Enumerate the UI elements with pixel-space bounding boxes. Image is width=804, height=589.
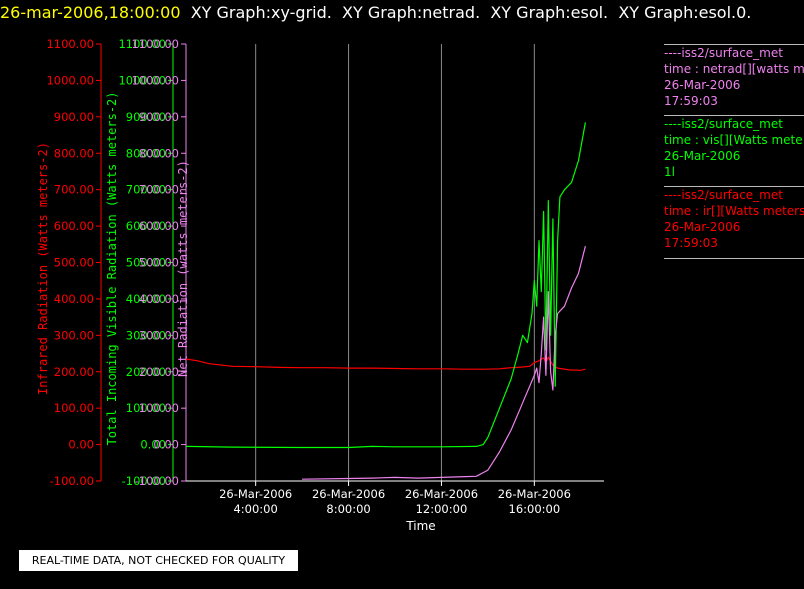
y-tick-label: 100.00 [126, 401, 166, 415]
y-tick-label: 800.00 [126, 146, 166, 160]
y-tick-label: 200.00 [126, 365, 166, 379]
y-tick-label: 500.00 [126, 256, 166, 270]
y-tick-label: -100.00 [135, 474, 179, 488]
y-tick-label: 800.00 [139, 146, 179, 160]
y-tick-label: 100.00 [139, 401, 179, 415]
y-tick-label: 1000.00 [131, 73, 179, 87]
y-tick-label: 100.00 [54, 401, 94, 415]
y-tick-label: 600.00 [139, 219, 179, 233]
y-tick-label: 0.00 [140, 438, 166, 452]
y-tick-label: 800.00 [54, 146, 94, 160]
y-tick-label: 0.00 [68, 438, 94, 452]
x-axis-title: Time [405, 519, 435, 533]
x-tick-label-time: 12:00:00 [416, 502, 468, 516]
legend-variable: time : vis[][Watts mete [664, 133, 803, 147]
header: 26-mar-2006,18:00:00 XY Graph:xy-grid. X… [0, 2, 751, 26]
y-tick-label: 400.00 [139, 292, 179, 306]
legend-date: 26-Mar-2006 [664, 78, 741, 92]
y-tick-label: 1100.00 [131, 37, 179, 51]
y-tick-label: 300.00 [54, 328, 94, 342]
y-tick-label: 0.00 [153, 438, 179, 452]
y-axis-title: Net Radiation (watts meters-2) [176, 160, 190, 377]
legend-time: 17:59:03 [664, 94, 718, 108]
y-tick-label: 700.00 [126, 183, 166, 197]
series-line [185, 356, 586, 371]
legend-entry-vis[interactable]: ----iss2/surface_met time : vis[][Watts … [664, 115, 804, 180]
y-tick-label: 1100.00 [118, 37, 166, 51]
x-tick-label-date: 26-Mar-2006 [312, 487, 385, 501]
legend-date: 26-Mar-2006 [664, 149, 741, 163]
y-tick-label: 1100.00 [46, 37, 94, 51]
y-tick-label: 1000.00 [118, 73, 166, 87]
legend-time: 1l [664, 165, 675, 179]
x-tick-label-date: 26-Mar-2006 [219, 487, 292, 501]
y-tick-label: 900.00 [126, 110, 166, 124]
legend-time: 17:59:03 [664, 236, 718, 250]
legend-entry-ir[interactable]: ----iss2/surface_met time : ir[][Watts m… [664, 186, 804, 259]
header-title-esol[interactable]: XY Graph:esol. [490, 3, 609, 22]
y-axis-title: Infrared Radiation (Watts meters-2) [36, 142, 50, 395]
y-tick-label: 900.00 [139, 110, 179, 124]
x-tick-label-date: 26-Mar-2006 [405, 487, 478, 501]
y-tick-label: 900.00 [54, 110, 94, 124]
x-tick-label-time: 8:00:00 [326, 502, 370, 516]
series-line [302, 245, 586, 480]
y-tick-label: 700.00 [54, 183, 94, 197]
y-tick-label: 700.00 [139, 183, 179, 197]
y-tick-label: 400.00 [54, 292, 94, 306]
header-title-xy-grid[interactable]: XY Graph:xy-grid. [190, 3, 332, 22]
legend-date: 26-Mar-2006 [664, 220, 741, 234]
y-tick-label: 600.00 [54, 219, 94, 233]
y-tick-label: -100.00 [122, 474, 166, 488]
y-axis-title: Total Incoming Visible Radiation (Watts … [105, 91, 119, 445]
y-tick-label: -100.00 [50, 474, 94, 488]
legend-entry-netrad[interactable]: ----iss2/surface_met time : netrad[][wat… [664, 44, 804, 109]
y-tick-label: 500.00 [139, 256, 179, 270]
x-tick-label-date: 26-Mar-2006 [498, 487, 571, 501]
y-tick-label: 200.00 [54, 365, 94, 379]
header-timestamp: 26-mar-2006,18:00:00 [0, 3, 181, 22]
y-tick-label: 200.00 [139, 365, 179, 379]
x-tick-label-time: 4:00:00 [233, 502, 277, 516]
legend-variable: time : ir[][Watts meters [664, 204, 804, 218]
y-tick-label: 400.00 [126, 292, 166, 306]
legend-source: ----iss2/surface_met [664, 188, 783, 202]
y-tick-label: 300.00 [126, 328, 166, 342]
header-title-esol-0[interactable]: XY Graph:esol.0. [618, 3, 752, 22]
header-title-netrad[interactable]: XY Graph:netrad. [342, 3, 481, 22]
y-tick-label: 500.00 [54, 256, 94, 270]
series-line [185, 122, 586, 449]
legend-variable: time : netrad[][watts met [664, 62, 804, 76]
y-tick-label: 600.00 [126, 219, 166, 233]
legend-source: ----iss2/surface_met [664, 117, 783, 131]
x-tick-label-time: 16:00:00 [509, 502, 561, 516]
quality-note: REAL-TIME DATA, NOT CHECKED FOR QUALITY [19, 550, 298, 571]
y-tick-label: 300.00 [139, 328, 179, 342]
legend-source: ----iss2/surface_met [664, 46, 783, 60]
y-tick-label: 1000.00 [46, 73, 94, 87]
